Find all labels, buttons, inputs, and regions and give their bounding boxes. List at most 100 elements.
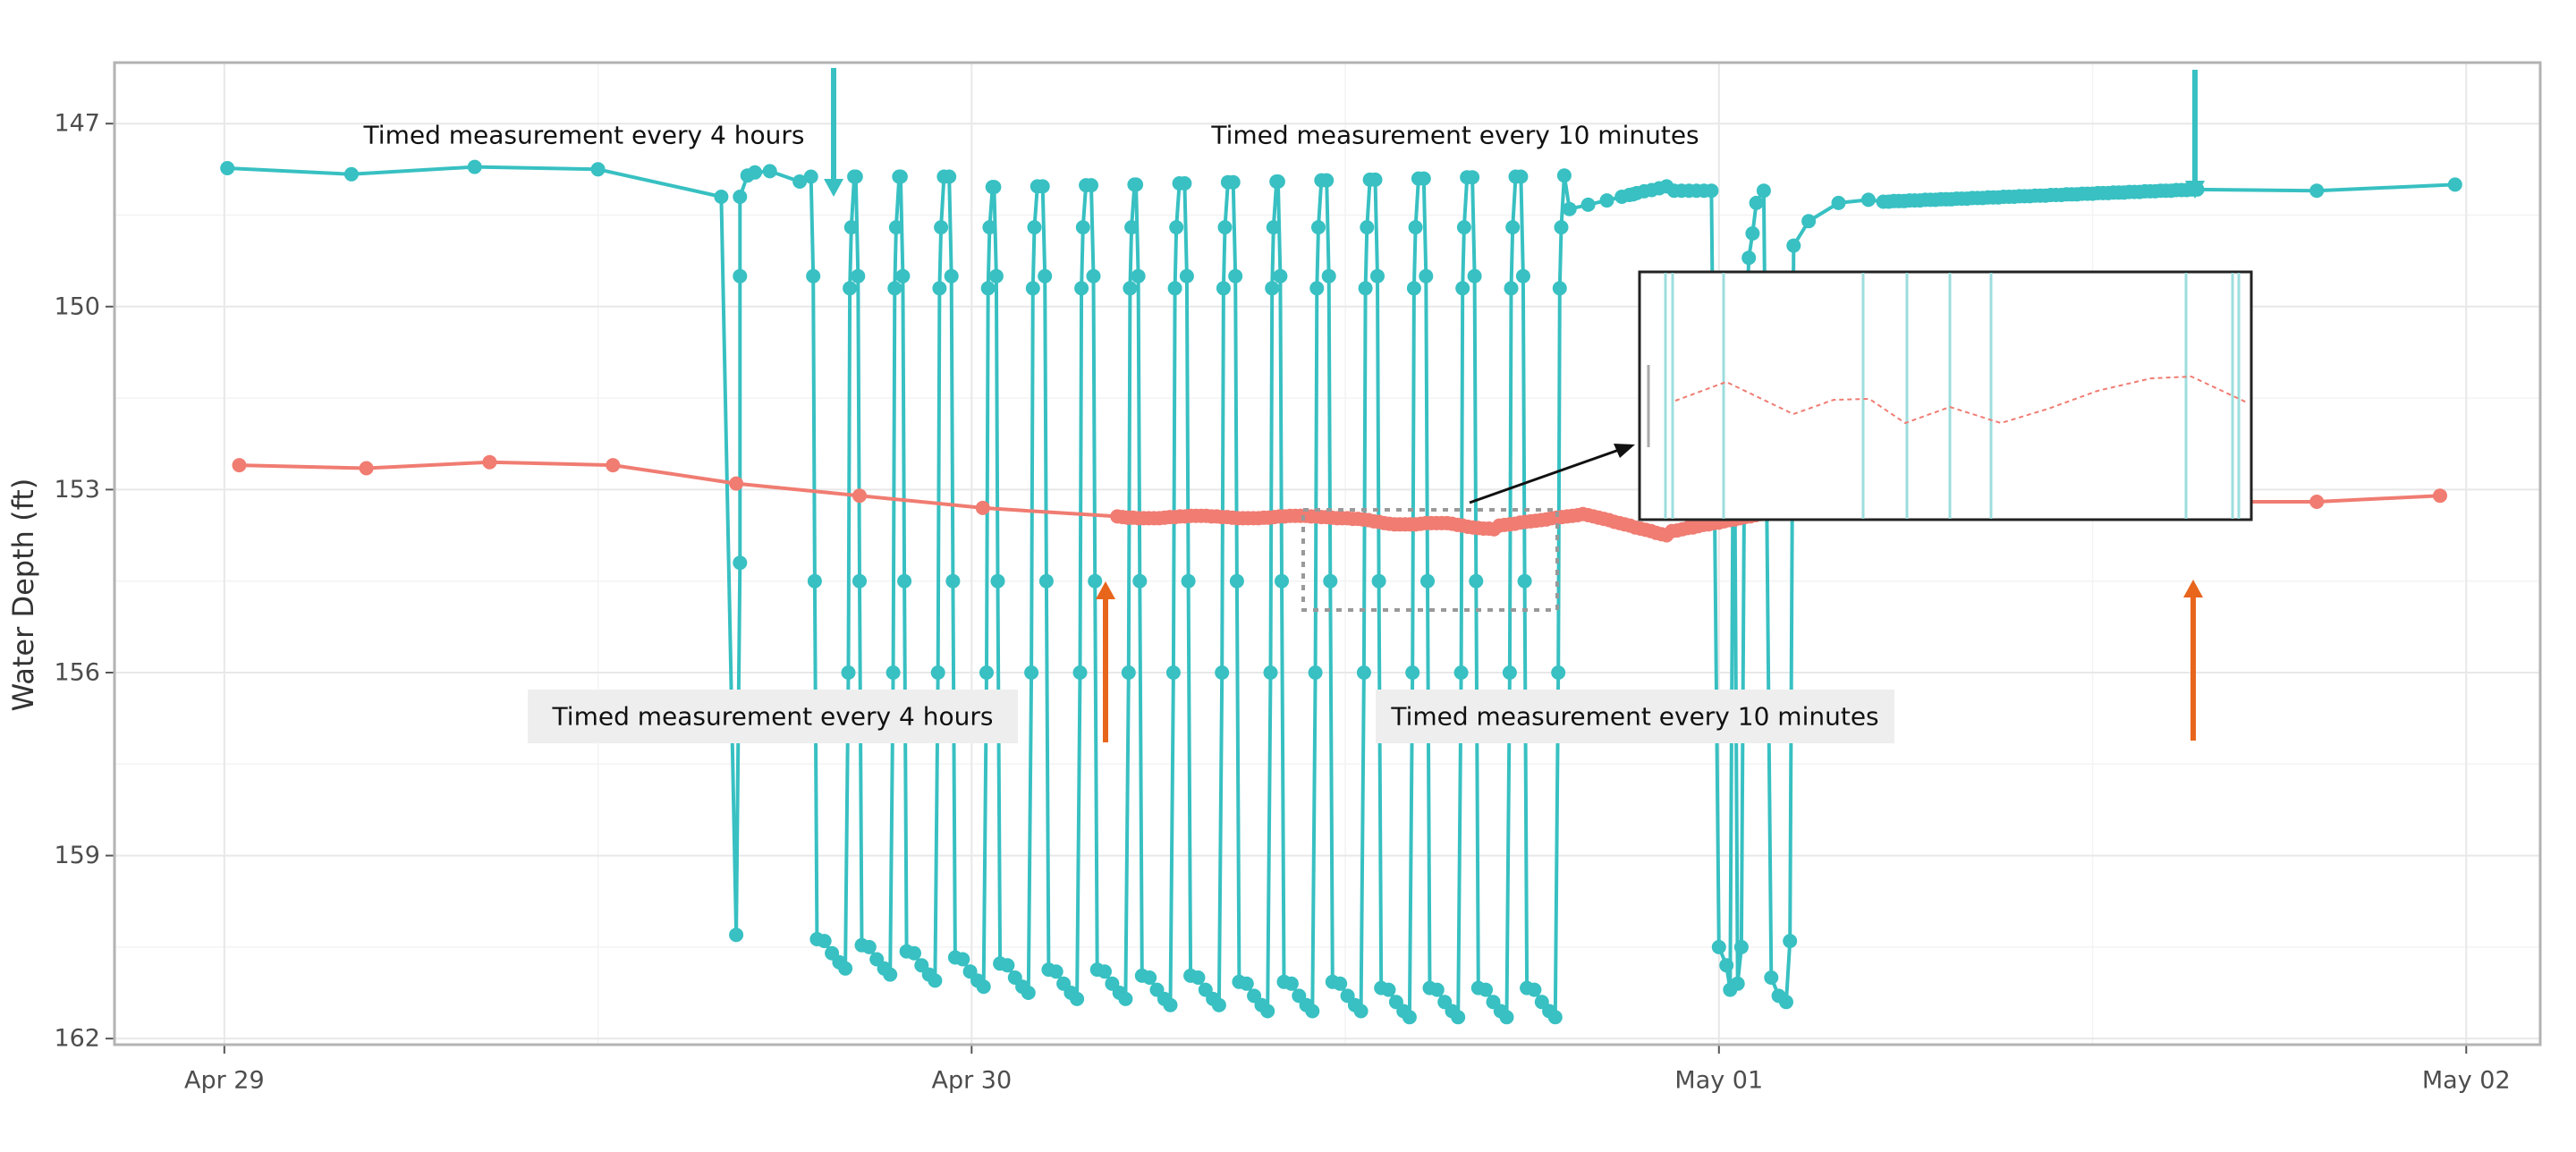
- data-point-teal: [1027, 220, 1042, 235]
- data-point-teal: [467, 159, 482, 174]
- data-point-teal: [1273, 268, 1288, 284]
- data-point-teal: [803, 169, 818, 184]
- data-point-teal: [1402, 1010, 1417, 1025]
- annotation-teal-ten-minute: Timed measurement every 10 minutes: [1210, 121, 1699, 150]
- data-point-teal: [1562, 201, 1577, 216]
- data-point-teal: [1211, 997, 1226, 1012]
- data-point-teal: [887, 281, 902, 296]
- data-point-teal: [1229, 573, 1244, 589]
- inset-box: [1638, 270, 2253, 521]
- data-point-salmon: [975, 500, 990, 515]
- data-point-teal: [1319, 173, 1335, 188]
- data-point-teal: [1465, 170, 1480, 185]
- data-point-teal: [1599, 193, 1614, 208]
- data-point-teal: [1420, 573, 1435, 589]
- annotations: [824, 68, 2205, 742]
- data-point-teal: [1749, 195, 1764, 210]
- data-point-teal: [1831, 195, 1846, 210]
- data-point-teal: [895, 268, 911, 284]
- data-point-teal: [1118, 991, 1133, 1006]
- data-point-teal: [841, 665, 856, 680]
- data-point-teal: [807, 573, 822, 589]
- data-point-teal: [1284, 976, 1299, 991]
- data-point-teal: [1021, 986, 1036, 1000]
- data-point-teal: [1527, 982, 1542, 997]
- data-point-teal: [1323, 573, 1338, 589]
- y-tick-label: 156: [54, 658, 100, 686]
- data-point-teal: [748, 165, 762, 180]
- data-point-teal: [843, 220, 859, 235]
- data-point-teal: [1733, 939, 1749, 954]
- data-point-teal: [907, 945, 921, 961]
- data-point-teal: [851, 268, 866, 284]
- data-point-teal: [1479, 982, 1494, 997]
- data-point-teal: [1121, 665, 1136, 680]
- data-point-teal: [886, 665, 901, 680]
- data-point-teal: [1513, 169, 1529, 184]
- data-point-teal: [1499, 1010, 1514, 1025]
- data-point-teal: [1358, 281, 1373, 296]
- data-point-teal: [945, 573, 961, 589]
- data-point-teal: [1370, 268, 1385, 284]
- data-point-salmon: [2433, 488, 2447, 504]
- data-point-teal: [1165, 665, 1181, 680]
- data-point-teal: [1191, 970, 1206, 985]
- data-point-teal: [1371, 573, 1386, 589]
- data-point-teal: [980, 281, 996, 296]
- data-point-teal: [883, 967, 898, 982]
- data-point-teal: [1131, 268, 1146, 284]
- zoom-region-box: [1301, 508, 1559, 612]
- data-point-teal: [990, 573, 1005, 589]
- data-point-teal: [733, 190, 748, 204]
- data-point-salmon: [232, 458, 247, 473]
- data-point-teal: [982, 220, 997, 235]
- data-point-teal: [733, 555, 748, 571]
- data-point-teal: [1467, 268, 1482, 284]
- data-point-teal: [1429, 982, 1445, 997]
- data-point-teal: [1502, 665, 1517, 680]
- data-point-teal: [733, 268, 748, 284]
- zoom-pointer-arrowhead: [1614, 444, 1635, 458]
- data-point-teal: [1517, 573, 1532, 589]
- data-point-teal: [1333, 976, 1348, 991]
- y-tick-label: 159: [54, 842, 100, 869]
- data-point-teal: [1038, 268, 1053, 284]
- data-point-teal: [1353, 1004, 1368, 1019]
- data-point-teal: [1048, 964, 1063, 979]
- data-point-teal: [2309, 183, 2325, 199]
- data-point-teal: [220, 161, 235, 175]
- data-point-teal: [1305, 1004, 1320, 1019]
- x-tick-label: Apr 29: [184, 1067, 265, 1095]
- data-point-teal: [1217, 220, 1233, 235]
- data-point-teal: [1228, 268, 1243, 284]
- data-point-teal: [955, 952, 970, 967]
- data-point-teal: [1216, 281, 1231, 296]
- teal-arrow-right-head: [2185, 181, 2205, 199]
- data-point-teal: [1038, 573, 1054, 589]
- inset-salmon-line: [1674, 375, 2248, 425]
- plot-border: [113, 61, 2542, 1046]
- data-point-teal: [1239, 976, 1254, 991]
- zoom-pointer-line: [1469, 448, 1620, 504]
- data-point-teal: [930, 665, 945, 680]
- data-point-teal: [1225, 174, 1241, 190]
- data-point-teal: [1515, 268, 1530, 284]
- data-point-teal: [976, 979, 991, 995]
- data-point-teal: [1786, 238, 1801, 253]
- data-point-teal: [1177, 176, 1192, 191]
- data-point-teal: [1311, 220, 1326, 235]
- data-point-teal: [762, 164, 777, 179]
- data-point-teal: [1704, 183, 1719, 199]
- data-point-teal: [1132, 573, 1148, 589]
- data-point-teal: [1381, 982, 1396, 997]
- data-point-teal: [942, 169, 957, 184]
- data-point-teal: [1309, 281, 1325, 296]
- annotation-teal-four-hour: Timed measurement every 4 hours: [363, 121, 805, 150]
- data-point-teal: [1360, 220, 1375, 235]
- data-point-teal: [1455, 281, 1470, 296]
- inset: [1301, 270, 2253, 612]
- data-point-teal: [1408, 220, 1423, 235]
- data-point-teal: [1025, 281, 1040, 296]
- data-point-teal: [1086, 268, 1101, 284]
